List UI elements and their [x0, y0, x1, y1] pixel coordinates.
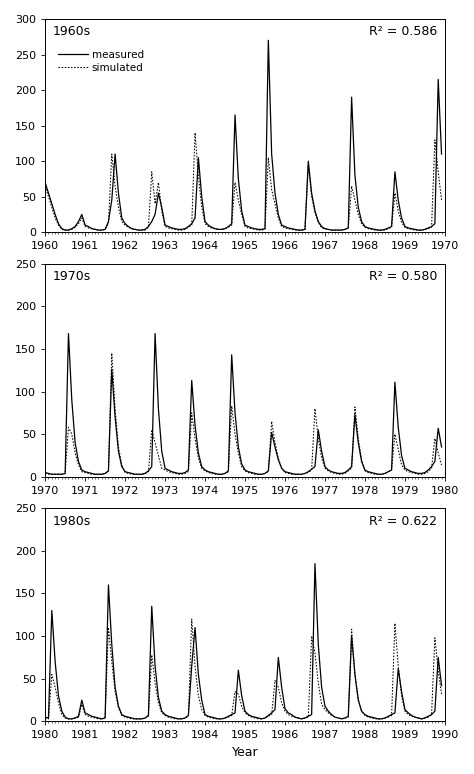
- measured: [322, 462, 328, 471]
- measured: [42, 713, 48, 722]
- simulated: [42, 714, 48, 723]
- simulated: [362, 223, 368, 232]
- measured: [432, 219, 438, 228]
- Line: simulated: simulated: [45, 619, 442, 719]
- measured: [152, 210, 158, 219]
- Text: 1980s: 1980s: [53, 515, 91, 528]
- measured: [269, 149, 274, 159]
- measured: [49, 470, 55, 479]
- simulated: [439, 690, 445, 699]
- Text: 1970s: 1970s: [53, 270, 91, 283]
- measured: [439, 681, 445, 690]
- simulated: [269, 416, 274, 426]
- simulated: [362, 711, 368, 720]
- measured: [439, 149, 445, 159]
- simulated: [432, 135, 438, 145]
- Line: measured: measured: [45, 40, 442, 230]
- measured: [265, 36, 271, 45]
- X-axis label: Year: Year: [232, 746, 258, 759]
- simulated: [129, 714, 135, 724]
- simulated: [42, 469, 48, 478]
- simulated: [439, 196, 445, 205]
- measured: [129, 224, 135, 233]
- simulated: [46, 470, 51, 479]
- Text: R² = 0.580: R² = 0.580: [368, 270, 437, 283]
- simulated: [432, 633, 438, 642]
- Line: measured: measured: [45, 334, 442, 474]
- measured: [265, 711, 271, 720]
- Line: simulated: simulated: [45, 132, 442, 230]
- measured: [132, 470, 138, 479]
- measured: [322, 701, 328, 711]
- Line: simulated: simulated: [45, 353, 442, 474]
- simulated: [439, 461, 445, 470]
- simulated: [432, 433, 438, 443]
- simulated: [362, 466, 368, 475]
- simulated: [322, 224, 328, 233]
- Text: 1960s: 1960s: [53, 26, 91, 39]
- Text: R² = 0.586: R² = 0.586: [369, 26, 437, 39]
- simulated: [42, 181, 48, 190]
- simulated: [152, 678, 158, 687]
- Line: measured: measured: [45, 563, 442, 719]
- simulated: [269, 185, 274, 194]
- Text: R² = 0.622: R² = 0.622: [369, 515, 437, 528]
- simulated: [155, 451, 161, 461]
- measured: [432, 707, 438, 716]
- measured: [432, 457, 438, 466]
- measured: [322, 224, 328, 233]
- simulated: [322, 464, 328, 473]
- measured: [65, 714, 71, 724]
- simulated: [132, 470, 138, 479]
- simulated: [129, 224, 135, 233]
- simulated: [192, 128, 198, 137]
- Legend: measured, simulated: measured, simulated: [58, 50, 144, 73]
- simulated: [322, 705, 328, 714]
- simulated: [46, 714, 51, 724]
- measured: [362, 465, 368, 474]
- measured: [439, 442, 445, 451]
- measured: [42, 178, 48, 187]
- simulated: [189, 615, 194, 624]
- measured: [62, 225, 68, 235]
- simulated: [269, 710, 274, 719]
- measured: [155, 404, 161, 413]
- measured: [269, 428, 274, 437]
- measured: [362, 710, 368, 719]
- simulated: [62, 225, 68, 235]
- measured: [152, 661, 158, 670]
- measured: [362, 222, 368, 231]
- measured: [42, 468, 48, 478]
- simulated: [152, 199, 158, 208]
- measured: [129, 714, 135, 723]
- simulated: [109, 348, 115, 358]
- measured: [65, 329, 71, 338]
- measured: [312, 559, 318, 568]
